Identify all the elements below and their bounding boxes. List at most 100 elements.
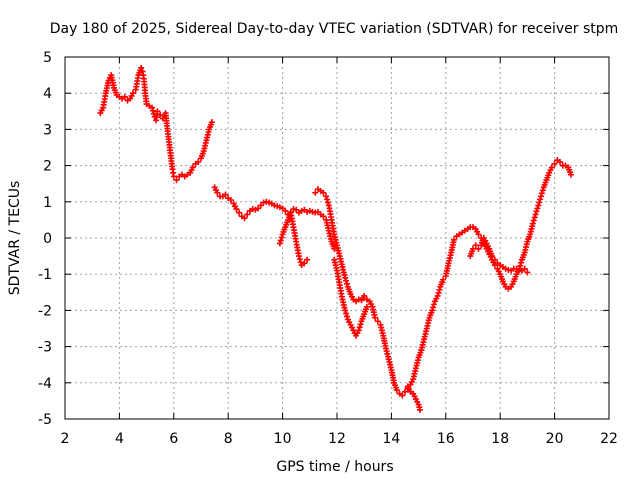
data-point <box>374 318 381 325</box>
data-point <box>402 388 408 395</box>
data-point <box>534 205 541 212</box>
data-point <box>521 265 528 272</box>
series-segment <box>211 184 338 252</box>
data-point <box>343 313 350 320</box>
data-point <box>323 193 330 200</box>
data-point <box>138 64 145 71</box>
data-point <box>357 321 364 328</box>
chart-title: Day 180 of 2025, Sidereal Day-to-day VTE… <box>50 21 619 37</box>
data-point <box>531 214 538 221</box>
data-point <box>276 240 283 247</box>
y-tick-label: 0 <box>43 231 52 247</box>
x-tick-label: 18 <box>491 431 509 447</box>
data-point <box>551 160 558 167</box>
data-point <box>282 207 289 214</box>
data-point <box>538 190 545 197</box>
data-point <box>121 93 128 100</box>
data-point <box>372 314 379 321</box>
data-point <box>342 274 349 281</box>
data-point <box>530 217 537 224</box>
data-point <box>244 211 251 218</box>
data-point <box>356 324 363 331</box>
y-axis-label: SDTVAR / TECUs <box>7 181 23 296</box>
data-point <box>189 164 196 171</box>
series-segment <box>97 64 215 184</box>
data-point <box>241 215 248 222</box>
x-tick-label: 10 <box>274 431 292 447</box>
x-tick-label: 2 <box>61 431 70 447</box>
data-point <box>170 173 177 180</box>
data-point <box>489 253 496 260</box>
data-point <box>548 164 555 171</box>
data-point <box>399 392 406 399</box>
data-point <box>278 234 285 241</box>
data-point <box>277 237 284 244</box>
x-tick-label: 22 <box>600 431 618 447</box>
data-point <box>343 310 350 317</box>
data-point <box>434 292 441 299</box>
series-segment <box>418 157 574 354</box>
data-point <box>320 189 327 196</box>
data-point <box>430 304 437 311</box>
data-point <box>320 213 327 220</box>
data-point <box>475 245 482 252</box>
data-point <box>475 231 482 238</box>
data-point <box>130 90 136 97</box>
y-tick-label: 2 <box>43 159 52 175</box>
data-point <box>304 256 311 263</box>
data-point <box>524 269 531 276</box>
data-point <box>236 209 243 216</box>
y-tick-label: -5 <box>38 412 52 428</box>
data-point <box>533 208 540 215</box>
data-point <box>539 187 546 194</box>
x-tick-label: 16 <box>437 431 455 447</box>
series-segment <box>467 235 531 276</box>
data-point <box>536 199 543 206</box>
data-series <box>97 64 574 413</box>
data-point <box>342 307 349 314</box>
series-segment <box>312 186 425 399</box>
data-point <box>355 327 362 334</box>
x-axis: 2 4 6 8 10 12 14 16 18 20 22 <box>61 57 618 447</box>
data-point <box>154 108 161 115</box>
y-tick-label: 3 <box>43 122 52 138</box>
data-point <box>343 280 350 287</box>
data-point <box>538 193 544 200</box>
data-point <box>517 262 524 269</box>
y-tick-label: 5 <box>43 50 52 66</box>
y-tick-label: -1 <box>38 267 52 283</box>
data-point <box>416 406 423 413</box>
data-point <box>518 259 525 266</box>
data-point <box>472 242 479 249</box>
data-point <box>173 177 180 184</box>
data-point <box>435 289 442 296</box>
data-point <box>532 211 539 218</box>
series-segment <box>276 209 311 269</box>
data-point <box>440 276 447 283</box>
data-point <box>149 104 156 111</box>
data-point <box>537 196 544 203</box>
x-tick-label: 6 <box>169 431 178 447</box>
x-tick-label: 8 <box>224 431 233 447</box>
data-point <box>429 307 436 314</box>
data-point <box>295 253 302 260</box>
data-point <box>343 277 350 284</box>
data-point <box>301 260 308 267</box>
data-point <box>431 301 438 308</box>
data-point <box>567 171 574 178</box>
data-point <box>470 245 476 252</box>
y-tick-label: 4 <box>43 86 52 102</box>
x-axis-label: GPS time / hours <box>276 459 393 475</box>
y-axis: -5 -4 -3 -2 -1 0 1 2 3 4 5 <box>38 50 609 428</box>
x-tick-label: 14 <box>382 431 400 447</box>
data-point <box>529 220 536 227</box>
y-tick-label: -2 <box>38 303 52 319</box>
data-point <box>393 387 400 394</box>
grid-lines <box>65 57 609 419</box>
data-point <box>557 158 564 165</box>
data-point <box>157 111 164 118</box>
data-point <box>450 236 457 243</box>
data-point <box>297 259 304 266</box>
data-point <box>214 189 221 196</box>
